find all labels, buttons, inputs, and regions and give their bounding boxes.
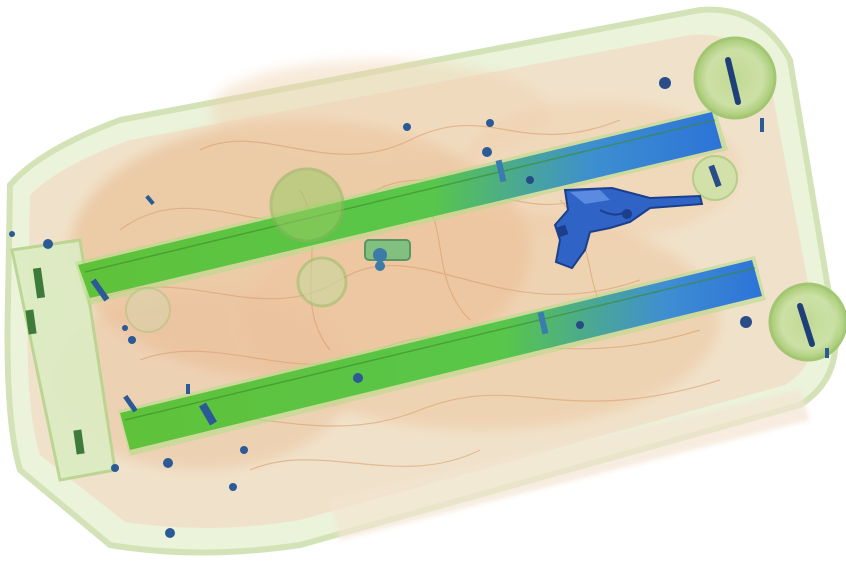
handgun bbox=[553, 186, 704, 270]
trolley-rail-upper bbox=[75, 108, 728, 305]
trolley-rail-lower bbox=[118, 256, 766, 456]
buckle bbox=[364, 239, 411, 271]
wheel-bottom-right bbox=[740, 282, 846, 362]
round-items bbox=[125, 167, 348, 333]
bottom-region bbox=[330, 390, 810, 540]
small-metal-parts bbox=[9, 118, 829, 538]
wheel-mid-right bbox=[692, 155, 738, 201]
wheel-top-right bbox=[659, 36, 777, 120]
